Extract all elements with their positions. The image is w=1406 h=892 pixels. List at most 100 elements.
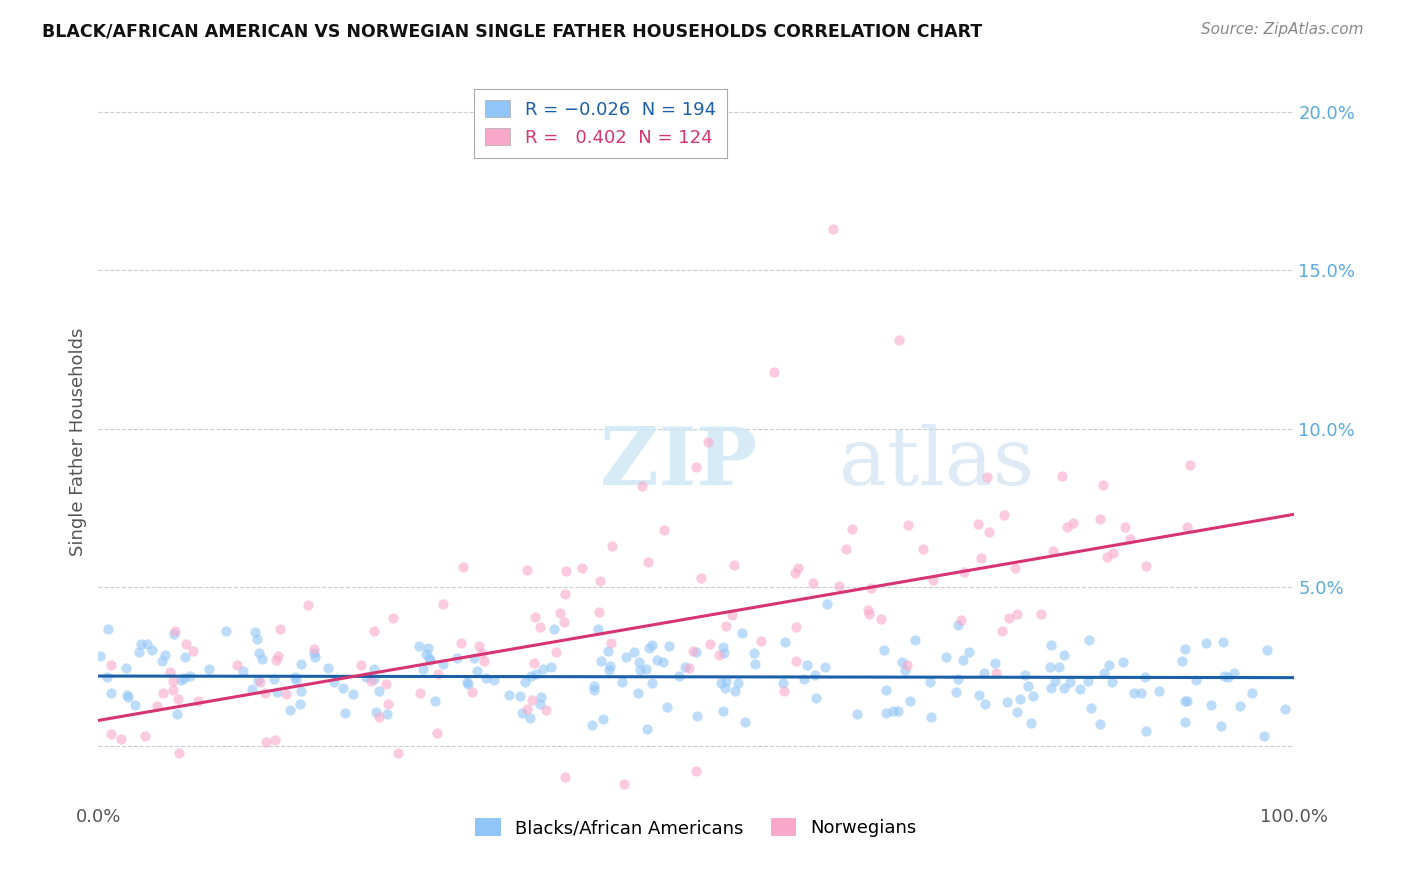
Point [387,747,409,761]
Point [290,684,312,698]
Point [602,539,624,553]
Point [173,671,195,685]
Point [463,651,485,665]
Point [742,646,765,660]
Point [612,674,634,689]
Point [627,655,650,669]
Point [522,692,544,706]
Point [288,697,311,711]
Point [957,645,980,659]
Point [1274,702,1296,716]
Point [1175,693,1198,707]
Point [599,636,621,650]
Point [546,645,568,659]
Point [187,694,209,708]
Point [1213,669,1236,683]
Point [823,222,845,236]
Point [713,646,735,660]
Point [100,727,122,741]
Point [516,702,538,716]
Point [215,624,238,638]
Point [1135,558,1157,573]
Text: Source: ZipAtlas.com: Source: ZipAtlas.com [1201,22,1364,37]
Point [1014,668,1036,682]
Point [415,647,437,661]
Point [115,689,138,703]
Legend: Blacks/African Americans, Norwegians: Blacks/African Americans, Norwegians [468,811,924,845]
Point [136,637,159,651]
Point [1077,673,1099,688]
Point [159,665,181,679]
Point [467,639,489,653]
Point [100,657,122,672]
Point [950,614,973,628]
Point [858,607,880,621]
Point [882,704,904,718]
Point [530,690,553,704]
Point [1005,705,1028,719]
Point [342,687,364,701]
Point [1095,549,1118,564]
Point [333,706,356,720]
Point [426,726,449,740]
Point [524,666,547,681]
Point [641,675,664,690]
Point [162,683,184,698]
Point [1005,607,1028,622]
Point [554,587,576,601]
Point [974,697,997,711]
Point [176,637,198,651]
Point [498,689,520,703]
Point [1175,520,1198,534]
Point [412,662,434,676]
Point [432,597,454,611]
Point [796,657,818,672]
Point [1178,458,1201,472]
Point [727,676,749,690]
Point [276,687,298,701]
Point [583,682,606,697]
Point [638,640,661,655]
Point [247,646,270,660]
Point [1077,633,1099,648]
Point [153,648,176,663]
Point [515,675,537,690]
Point [432,657,454,672]
Point [1170,654,1192,668]
Point [697,434,720,449]
Point [163,626,186,640]
Point [475,671,498,685]
Point [1174,715,1197,730]
Point [710,676,733,690]
Point [887,704,910,718]
Point [418,640,440,655]
Point [181,643,204,657]
Point [100,686,122,700]
Point [250,652,273,666]
Point [540,659,562,673]
Point [969,550,991,565]
Point [875,706,897,720]
Point [375,707,398,722]
Point [529,620,551,634]
Point [984,665,1007,680]
Point [1039,681,1062,695]
Point [1053,648,1076,662]
Point [519,711,541,725]
Point [641,638,664,652]
Point [689,571,711,585]
Point [1069,682,1091,697]
Point [976,469,998,483]
Point [845,706,868,721]
Point [246,673,269,687]
Point [366,706,388,720]
Point [922,574,945,588]
Point [134,729,156,743]
Point [523,656,546,670]
Point [714,674,737,689]
Point [382,611,405,625]
Point [711,640,734,655]
Point [613,777,636,791]
Point [290,657,312,671]
Point [1062,516,1084,530]
